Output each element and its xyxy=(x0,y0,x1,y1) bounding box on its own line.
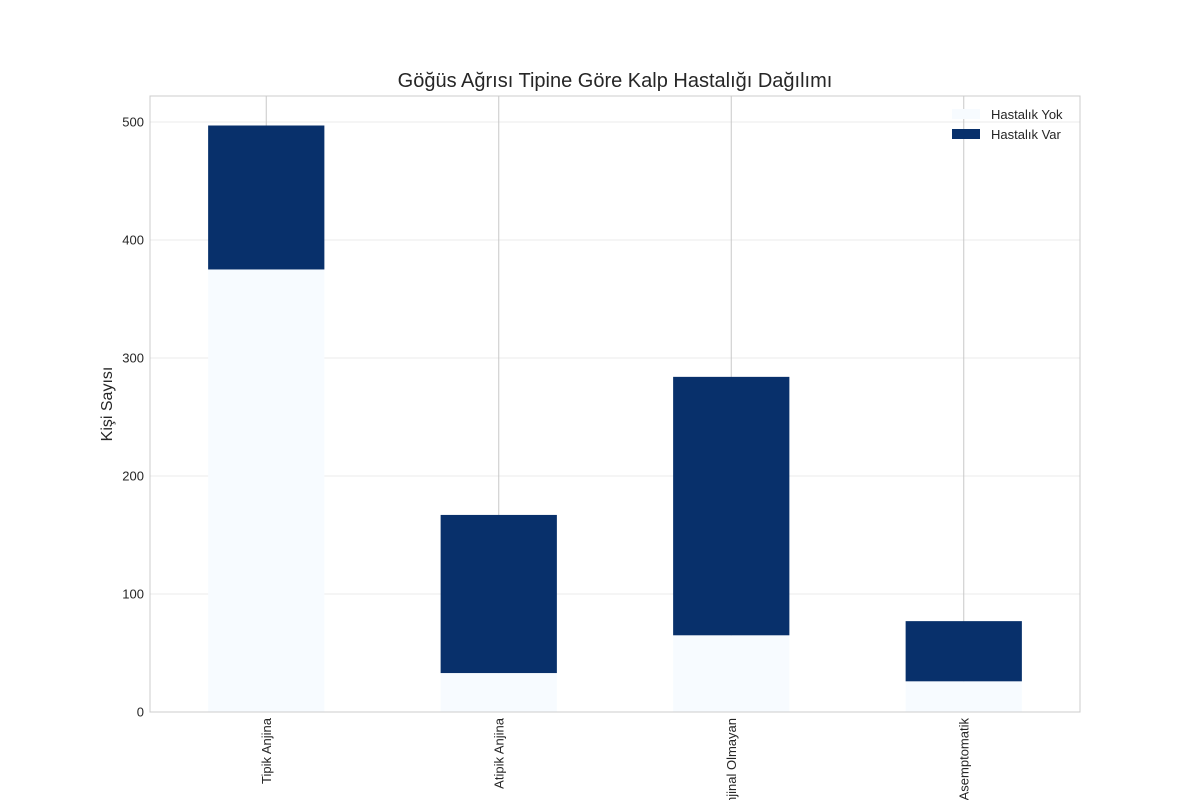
y-tick-label: 0 xyxy=(137,705,144,720)
chart-title: Göğüs Ağrısı Tipine Göre Kalp Hastalığı … xyxy=(398,70,833,92)
x-tick-label: Asemptomatik xyxy=(956,718,971,800)
bar-hastalik-var-1 xyxy=(208,125,325,270)
bar-hastalik-var-3 xyxy=(673,376,790,636)
legend-swatch xyxy=(952,129,980,139)
bar-hastalik-yok-3 xyxy=(673,635,790,712)
y-tick-label: 400 xyxy=(122,232,144,247)
y-tick-label: 200 xyxy=(122,468,144,483)
bar-hastalik-yok-1 xyxy=(208,269,325,712)
y-tick-label: 500 xyxy=(122,114,144,129)
bars xyxy=(208,125,1022,712)
y-axis-ticks: 0 100 200 300 400 500 xyxy=(122,114,144,719)
plot-frame xyxy=(149,95,1081,713)
bar-hastalik-yok-4 xyxy=(905,681,1022,712)
bar-hastalik-yok-2 xyxy=(440,673,557,712)
legend-label: Hastalık Var xyxy=(991,127,1062,142)
bar-hastalik-var-2 xyxy=(440,514,557,674)
x-axis-ticks: Tipik Anjina Atipik Anjina Anjinal Olmayan… xyxy=(259,717,972,800)
legend: Hastalık Yok Hastalık Var xyxy=(952,107,1063,142)
legend-label: Hastalık Yok xyxy=(991,107,1063,122)
y-axis-label: Kişi Sayısı xyxy=(99,367,116,442)
x-tick-label: Tipik Anjina xyxy=(259,717,274,784)
y-tick-label: 300 xyxy=(122,350,144,365)
bar-hastalik-var-4 xyxy=(905,621,1022,682)
x-tick-label: Anjinal Olmayan xyxy=(724,718,739,800)
x-tick-label: Atipik Anjina xyxy=(491,717,506,789)
y-tick-label: 100 xyxy=(122,586,144,601)
legend-swatch xyxy=(952,109,980,119)
